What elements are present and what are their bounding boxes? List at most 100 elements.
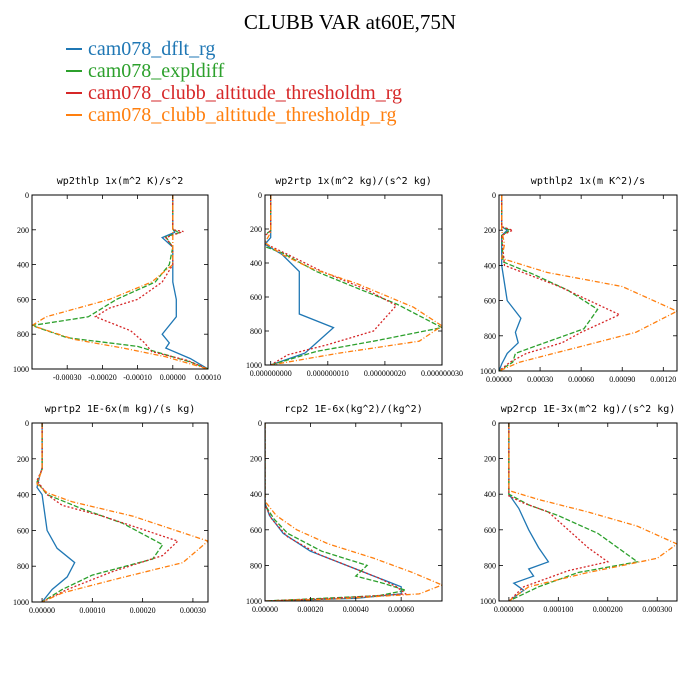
legend-line-icon: [66, 70, 82, 72]
chart-panel: wp2thlp 1x(m^2 K)/s^2 0 200 400 600 800 1000 -0…: [13, 176, 221, 382]
y-tick-label: 600: [484, 297, 496, 306]
y-tick-label: 1000: [246, 597, 262, 606]
series-line: [93, 195, 208, 369]
x-tick-label: 0.00010: [79, 606, 105, 615]
series-line: [499, 195, 677, 371]
plot-frame: [498, 194, 678, 372]
panel-title: wpthlp2 1x(m K^2)/s: [531, 176, 645, 187]
y-tick-label: 800: [250, 327, 262, 336]
y-tick-label: 400: [250, 259, 262, 268]
y-tick-label: 400: [484, 490, 496, 499]
x-tick-label: 0.00090: [609, 375, 635, 384]
series-line: [499, 195, 599, 371]
y-tick-label: 0: [492, 191, 496, 200]
x-tick-label: 0.00060: [568, 375, 594, 384]
y-tick-label: 800: [250, 561, 262, 570]
chart-panel: wpthlp2 1x(m K^2)/s020040060080010000.00…: [480, 176, 678, 384]
legend-line-icon: [66, 92, 82, 94]
plot-frame: [31, 194, 209, 370]
y-tick-label: 1000: [13, 365, 29, 374]
series-line: [508, 423, 550, 601]
plot-frame: [264, 422, 443, 602]
y-tick-label: 0: [492, 419, 496, 428]
series-line: [265, 195, 335, 365]
chart-panel: wp2rtp 1x(m^2 kg)/(s^2 kg) 0 200 400 600 800 1…: [246, 176, 463, 378]
series-line: [36, 423, 76, 602]
series-line: [36, 423, 164, 602]
chart-panel: rcp2 1E-6x(kg^2)/(kg^2) 0 200 400 600 800 1000…: [246, 404, 443, 614]
x-tick-label: 0.000000020: [364, 369, 406, 378]
series-line: [499, 195, 622, 371]
x-tick-label: 0.000300: [642, 605, 672, 614]
x-tick-label: 0.000000030: [421, 369, 463, 378]
x-tick-label: 0.00000: [486, 375, 512, 384]
legend: cam078_dflt_rg cam078_expldiff cam078_cl…: [66, 38, 402, 126]
series-line: [265, 423, 402, 601]
x-tick-label: 0.000000010: [307, 369, 349, 378]
y-tick-label: 600: [17, 295, 29, 304]
series-line: [508, 423, 640, 601]
y-tick-label: 1000: [480, 597, 496, 606]
panel-title: rcp2 1E-6x(kg^2)/(kg^2): [284, 404, 422, 415]
x-tick-label: 0.00060: [388, 605, 414, 614]
legend-label: cam078_expldiff: [88, 60, 225, 82]
x-tick-label: 0.00040: [343, 605, 369, 614]
legend-entry: cam078_dflt_rg: [66, 38, 402, 60]
series-line: [32, 195, 208, 369]
y-tick-label: 600: [484, 526, 496, 535]
legend-label: cam078_clubb_altitude_thresholdp_rg: [88, 104, 397, 126]
y-tick-label: 400: [484, 261, 496, 270]
y-tick-label: 0: [258, 419, 262, 428]
y-tick-label: 1000: [246, 361, 262, 370]
series-line: [265, 423, 442, 601]
y-tick-label: 0: [25, 191, 29, 200]
x-tick-label: 0.00000: [252, 605, 278, 614]
x-tick-label: -0.00010: [123, 373, 152, 382]
y-tick-label: 0: [25, 419, 29, 428]
y-tick-label: 800: [17, 562, 29, 571]
legend-entry: cam078_clubb_altitude_thresholdm_rg: [66, 82, 402, 104]
x-tick-label: 0.00010: [195, 373, 221, 382]
series-line: [265, 195, 442, 365]
figure-title: CLUBB VAR at60E,75N: [243, 10, 457, 34]
series-line: [36, 423, 180, 602]
series-line: [32, 195, 208, 369]
x-tick-label: 0.000100: [543, 605, 573, 614]
chart-panel: wp2rcp 1E-3x(m^2 kg)/(s^2 kg) 0 200 400 600 8…: [480, 404, 678, 614]
plot-frame: [31, 422, 209, 603]
y-tick-label: 200: [250, 455, 262, 464]
series-line: [265, 423, 408, 601]
legend-label: cam078_dflt_rg: [88, 38, 216, 60]
series-line: [499, 195, 522, 371]
x-tick-label: 0.00000: [29, 606, 55, 615]
y-tick-label: 400: [17, 261, 29, 270]
series-line: [36, 423, 208, 602]
x-tick-label: -0.00030: [53, 373, 82, 382]
series-line: [508, 423, 677, 601]
plot-frame: [264, 194, 443, 366]
series-line: [265, 195, 442, 365]
plot-frame: [498, 422, 678, 602]
y-tick-label: 800: [17, 330, 29, 339]
x-tick-label: 0.00020: [130, 606, 156, 615]
x-tick-label: 0.00120: [650, 375, 676, 384]
panel-title: wp2thlp 1x(m^2 K)/s^2: [57, 176, 183, 187]
x-tick-label: 0.000000000: [250, 369, 292, 378]
panel-title: wp2rcp 1E-3x(m^2 kg)/(s^2 kg): [501, 404, 676, 415]
y-tick-label: 200: [17, 226, 29, 235]
y-tick-label: 600: [250, 526, 262, 535]
x-tick-label: -0.00020: [88, 373, 117, 382]
series-line: [161, 195, 208, 369]
x-tick-label: 0.00020: [297, 605, 323, 614]
y-tick-label: 600: [17, 526, 29, 535]
y-tick-label: 400: [250, 490, 262, 499]
x-tick-label: 0.000200: [593, 605, 623, 614]
x-tick-label: 0.00000: [160, 373, 186, 382]
legend-entry: cam078_clubb_altitude_thresholdp_rg: [66, 104, 402, 126]
y-tick-label: 1000: [480, 367, 496, 376]
x-tick-label: 0.000000: [494, 605, 524, 614]
y-tick-label: 1000: [13, 598, 29, 607]
series-line: [508, 423, 610, 601]
y-tick-label: 200: [484, 455, 496, 464]
